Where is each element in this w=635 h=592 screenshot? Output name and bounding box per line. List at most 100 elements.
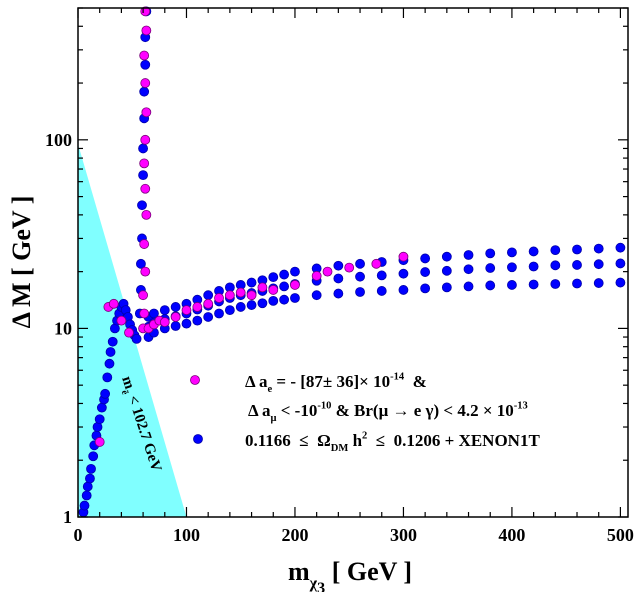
data-point	[507, 262, 517, 273]
data-point	[615, 258, 626, 269]
data-point	[79, 500, 90, 511]
data-point	[140, 266, 151, 277]
x-tick-label: 300	[390, 525, 417, 545]
data-point	[355, 287, 365, 297]
data-point	[224, 305, 235, 316]
data-point	[420, 253, 431, 264]
data-point	[192, 302, 203, 312]
data-point	[100, 388, 111, 399]
data-point	[463, 250, 474, 260]
data-point	[149, 308, 159, 319]
data-point	[333, 273, 344, 284]
y-tick-label: 1	[63, 507, 72, 527]
data-point	[140, 59, 151, 70]
y-tick-label: 100	[45, 130, 72, 150]
data-point	[203, 290, 214, 301]
data-point	[615, 277, 626, 288]
data-point	[102, 372, 113, 383]
data-point	[441, 282, 452, 293]
data-point	[246, 277, 257, 288]
text-part: & Br(μ → e γ) < 4.2 × 10	[331, 401, 513, 420]
data-point	[94, 437, 105, 447]
plot-frame	[77, 7, 629, 518]
data-point	[420, 267, 431, 277]
data-point	[108, 298, 119, 309]
legend-label: 0.1166 ≤ ΩDM h2 ≤ 0.1206 + XENON1T	[245, 430, 540, 454]
data-point	[136, 258, 146, 269]
x-axis-label: mχ3 [ GeV ]	[288, 557, 412, 592]
text-part: < -10	[276, 401, 317, 420]
text-part: ≤ 0.1206 + XENON1T	[367, 431, 540, 450]
data-point	[104, 358, 115, 369]
data-point	[138, 170, 148, 181]
data-point	[463, 281, 474, 292]
text-part: h	[348, 431, 362, 450]
text-part: -14	[390, 371, 405, 382]
data-point	[279, 294, 290, 305]
data-point	[139, 308, 150, 319]
text-part: Δ a	[248, 401, 271, 420]
data-point	[88, 451, 99, 462]
data-point	[181, 305, 192, 316]
data-point	[105, 347, 116, 357]
data-point	[333, 260, 344, 271]
data-point	[235, 302, 246, 312]
data-point	[86, 463, 96, 474]
data-point	[140, 134, 151, 145]
data-point	[82, 481, 93, 492]
data-point	[485, 263, 496, 273]
data-point	[290, 293, 300, 303]
text-part: χ	[309, 575, 318, 592]
text-part: Δ a	[245, 372, 268, 391]
data-point	[107, 336, 118, 347]
data-point	[311, 290, 322, 301]
data-point	[141, 25, 152, 36]
text-part: DM	[331, 443, 349, 454]
data-point	[81, 490, 92, 501]
data-point	[355, 258, 365, 269]
data-point	[398, 285, 409, 295]
data-point	[192, 315, 203, 326]
data-point	[572, 260, 582, 270]
data-point	[572, 244, 582, 255]
data-point	[124, 327, 134, 338]
data-point	[140, 183, 151, 194]
text-part: 2	[362, 430, 367, 441]
data-point	[139, 50, 150, 61]
data-point	[159, 305, 170, 316]
text-part: e	[267, 384, 272, 395]
data-point	[268, 295, 279, 306]
data-point	[116, 315, 127, 326]
data-point	[371, 258, 382, 269]
data-point	[528, 279, 539, 290]
data-point	[96, 402, 107, 413]
text-part: ẽ	[119, 389, 130, 396]
data-point	[139, 239, 150, 249]
data-point	[138, 290, 148, 301]
data-point	[507, 247, 517, 258]
x-tick-label: 400	[498, 525, 525, 545]
x-tick-label: 0	[74, 525, 83, 545]
data-point	[593, 278, 604, 288]
legend-marker	[193, 434, 203, 444]
text-part: 3	[317, 580, 325, 592]
data-point	[279, 281, 290, 292]
y-tick-label: 10	[54, 318, 72, 338]
data-point	[355, 271, 365, 282]
data-point	[141, 209, 152, 220]
text-part: 0.1166 ≤ Ω	[245, 431, 331, 450]
data-point	[290, 266, 300, 277]
data-point	[214, 308, 224, 319]
data-point	[550, 260, 561, 271]
data-point	[170, 312, 181, 322]
data-point	[441, 251, 452, 262]
data-point	[593, 243, 604, 254]
data-point	[94, 414, 105, 425]
x-tick-label: 200	[281, 525, 308, 545]
text-part: = - [87± 36]× 10	[272, 372, 390, 391]
data-point	[139, 86, 150, 97]
data-point	[246, 300, 257, 310]
data-point	[615, 242, 626, 253]
data-point	[333, 288, 344, 299]
